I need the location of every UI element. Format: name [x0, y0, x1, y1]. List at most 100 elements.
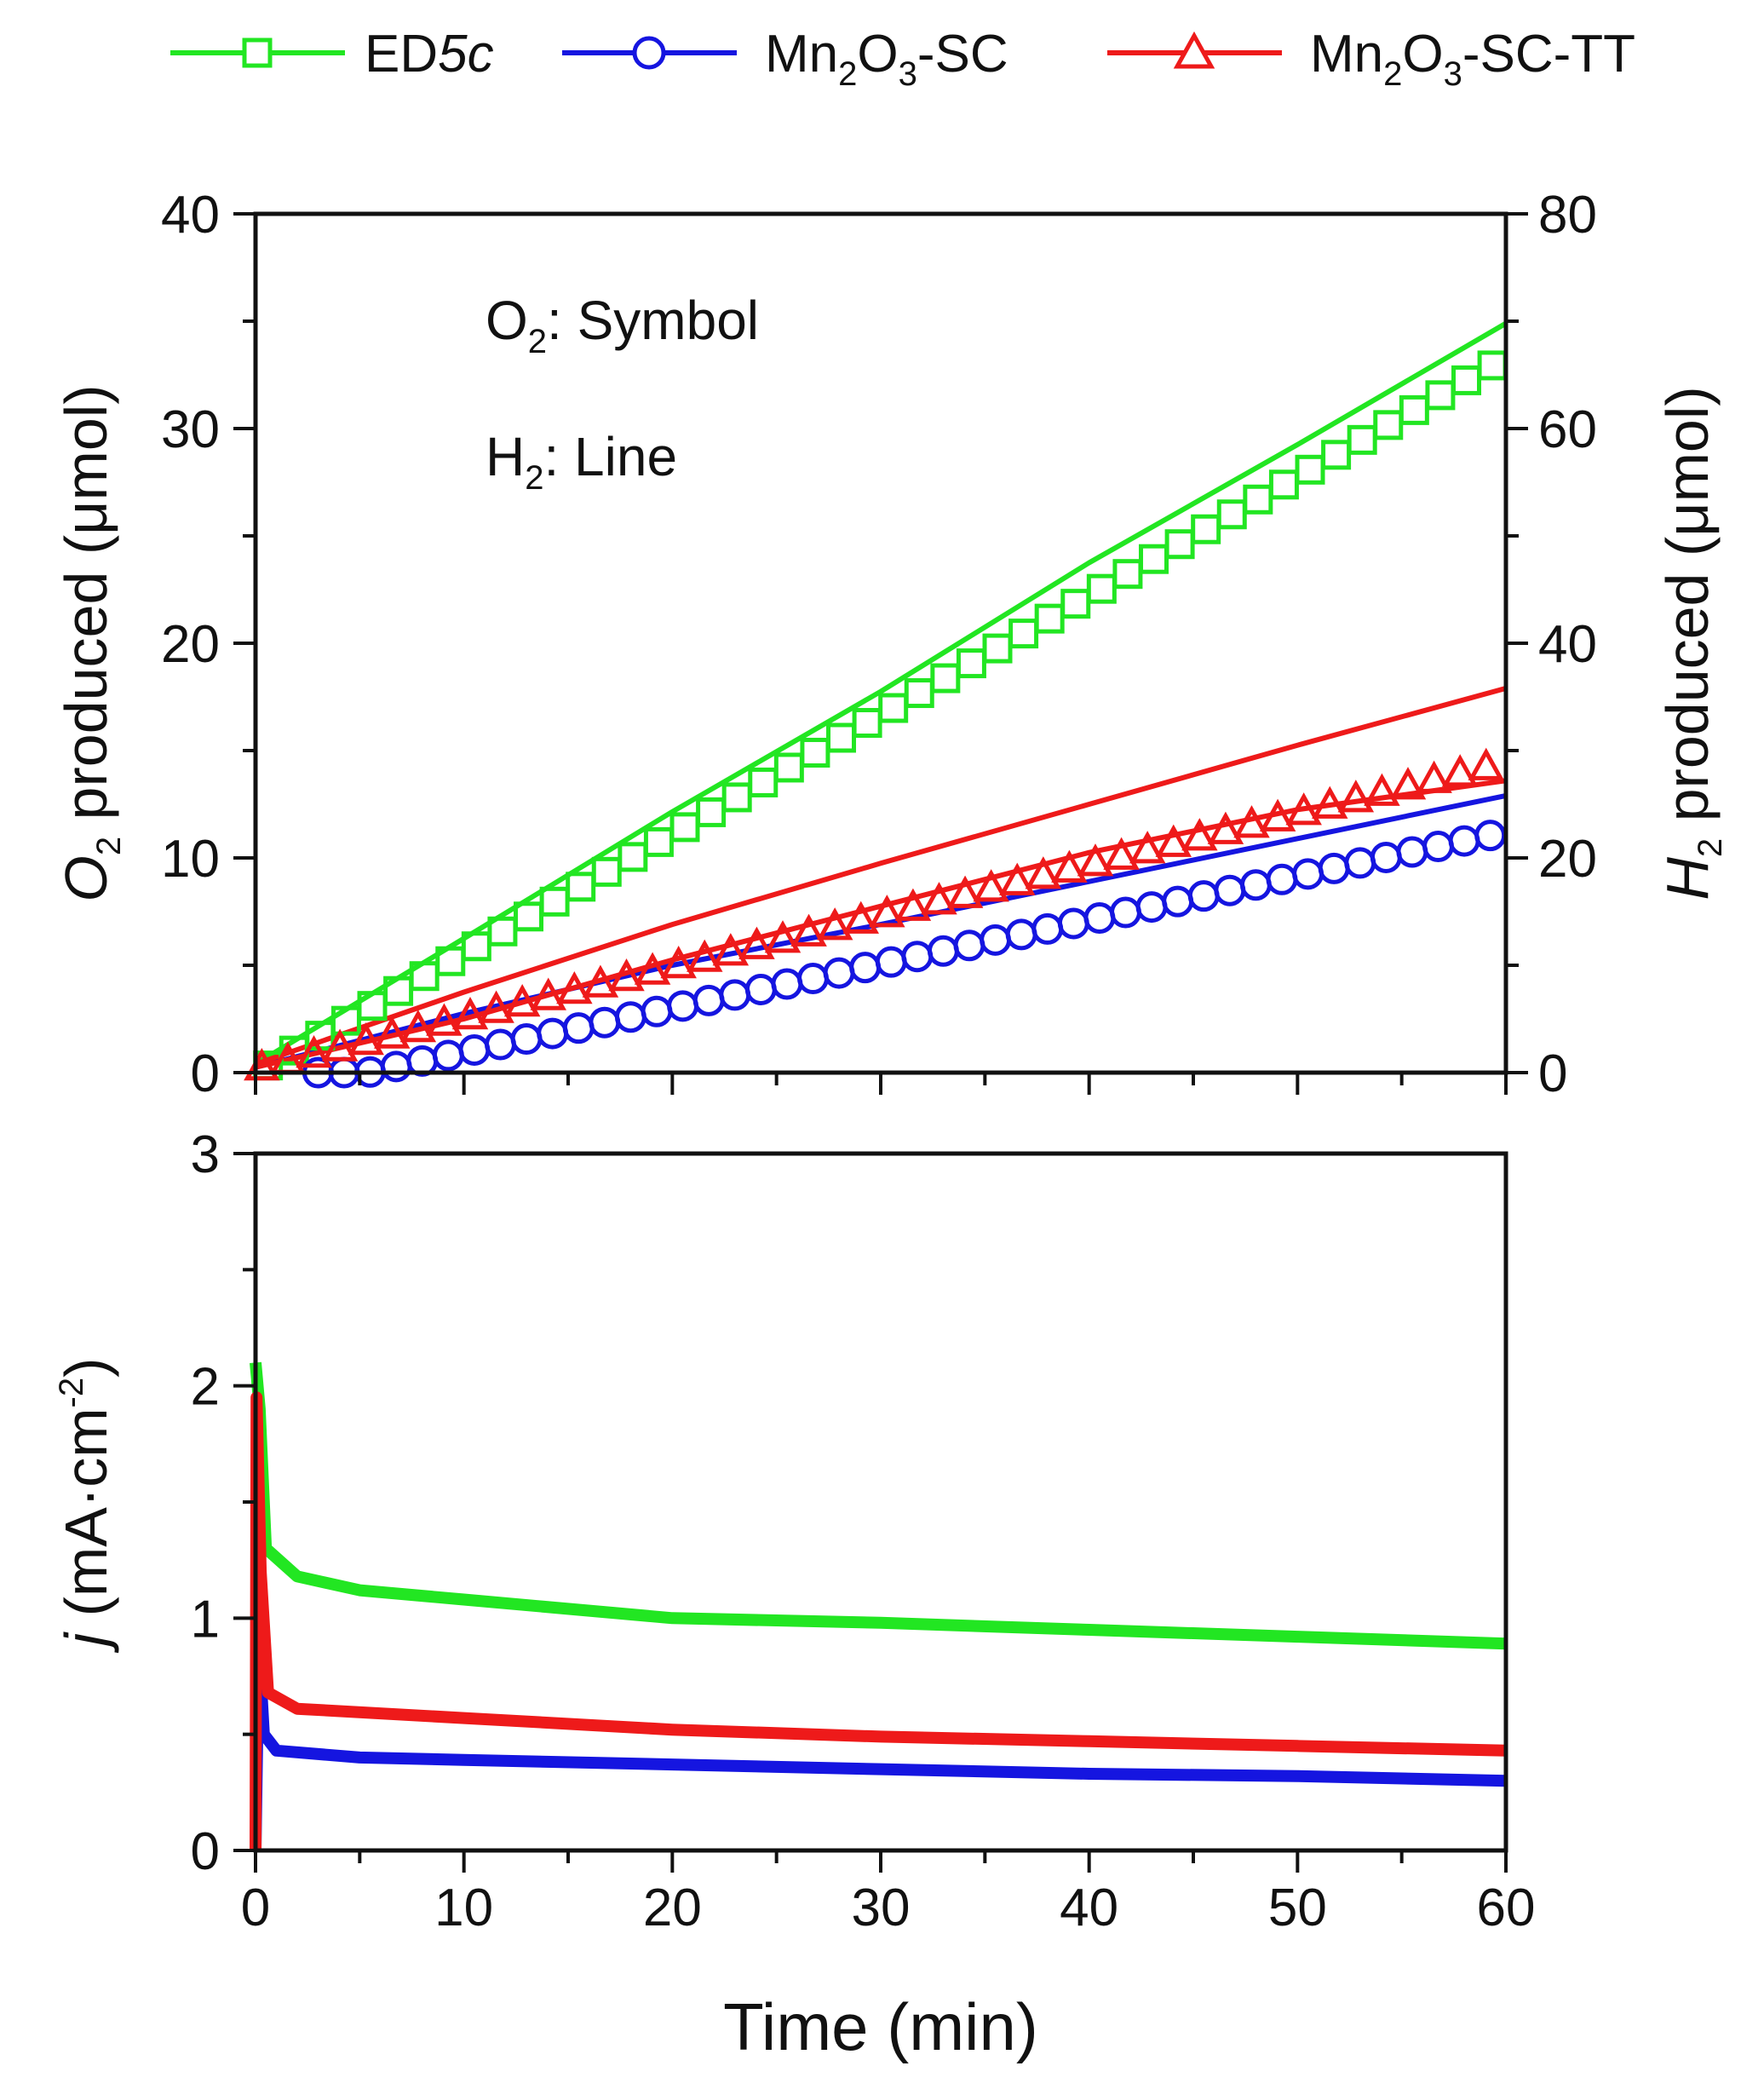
- o2-marker-circle: [1474, 820, 1507, 852]
- o2-marker-triangle: [1155, 824, 1192, 857]
- o2-marker-triangle: [921, 882, 957, 915]
- legend-item: Mn2O3-SC-TT: [1107, 25, 1635, 93]
- bottom-plot-area: [250, 1361, 1507, 1851]
- o2-marker-triangle: [973, 869, 1009, 902]
- o2-marker-circle: [458, 1033, 491, 1066]
- o2-marker-triangle: [1233, 805, 1270, 838]
- o2-marker-triangle: [816, 907, 853, 941]
- o2-marker-square: [748, 767, 779, 797]
- top-y2-tick-label: 60: [1538, 400, 1597, 459]
- o2-marker-triangle: [1181, 818, 1218, 851]
- o2-marker-triangle: [1389, 767, 1427, 800]
- o2-marker-circle: [953, 929, 985, 962]
- o2-marker-square: [1321, 440, 1352, 470]
- o2-marker-circle: [1318, 852, 1350, 884]
- o2-marker-circle: [901, 941, 934, 973]
- legend-item: ED5c: [170, 25, 494, 83]
- o2-marker-circle: [1005, 918, 1037, 951]
- o2-marker-triangle: [842, 901, 880, 934]
- o2-marker-circle: [719, 979, 751, 1011]
- legend-square-marker: [242, 37, 273, 68]
- o2-marker-triangle: [348, 1022, 384, 1056]
- top-plot-frame: [253, 211, 1508, 1075]
- o2-marker-square: [1086, 573, 1117, 604]
- o2-marker-triangle: [999, 862, 1036, 895]
- o2-marker-square: [1034, 603, 1065, 634]
- o2-marker-square: [1295, 454, 1325, 485]
- o2-marker-circle: [614, 1001, 646, 1033]
- note-line: O2: Symbol: [486, 290, 759, 360]
- bottom-y-tick-label: 3: [191, 1125, 220, 1184]
- o2-marker-circle: [1370, 841, 1402, 873]
- legend-note: O2: Symbol H2: Line: [486, 290, 759, 497]
- legend-triangle-marker: [1173, 31, 1215, 69]
- current-line-1: [250, 1635, 1507, 1851]
- x-axis-title: Time (min): [723, 1989, 1038, 2064]
- x-tick-label: 10: [434, 1879, 493, 1937]
- o2-marker-circle: [562, 1012, 595, 1044]
- o2-marker-circle: [744, 973, 777, 1005]
- top-y2-tick-label: 80: [1538, 186, 1597, 245]
- bottom-ticks: 0 10 20 30 40 50 60 0 1 2 3: [191, 1125, 1536, 1937]
- o2-marker-triangle: [426, 1003, 463, 1036]
- o2-marker-triangle: [1468, 747, 1505, 780]
- x-tick-label: 0: [241, 1879, 270, 1937]
- o2-marker-triangle: [399, 1010, 437, 1043]
- o2-marker-triangle: [660, 946, 697, 979]
- o2-marker-triangle: [374, 1016, 411, 1049]
- top-plot-area: [244, 320, 1508, 1089]
- o2-marker-square: [878, 693, 909, 723]
- o2-marker-circle: [380, 1050, 412, 1083]
- o2-marker-circle: [1187, 880, 1220, 912]
- o2-marker-square: [1008, 619, 1039, 649]
- top-y-tick-label: 40: [161, 186, 220, 245]
- o2-marker-circle: [1344, 847, 1376, 879]
- o2-marker-circle: [510, 1023, 543, 1056]
- o2-marker-square: [826, 722, 857, 753]
- o2-marker-triangle: [1025, 856, 1062, 889]
- o2-marker-square: [1191, 514, 1221, 544]
- o2-marker-circle: [692, 984, 725, 1016]
- x-tick-label: 60: [1477, 1879, 1536, 1937]
- o2-marker-square: [1373, 410, 1404, 440]
- top-ticks: 0 10 20 30 40 0 20 40 60 80: [161, 186, 1597, 1103]
- o2-marker-triangle: [1103, 837, 1140, 870]
- o2-marker-triangle: [1337, 780, 1375, 813]
- o2-marker-triangle: [1259, 798, 1296, 832]
- o2-marker-circle: [875, 946, 907, 978]
- o2-marker-square: [1139, 544, 1169, 574]
- x-tick-label: 30: [852, 1879, 911, 1937]
- h2-line-1: [255, 792, 1507, 1070]
- o2-marker-circle: [771, 968, 803, 1000]
- top-y-tick-label: 0: [191, 1044, 220, 1103]
- o2-marker-circle: [537, 1017, 569, 1050]
- o2-marker-triangle: [1312, 786, 1348, 819]
- bottom-y-tick-label: 2: [191, 1358, 220, 1417]
- x-tick-label: 20: [643, 1879, 702, 1937]
- top-y2-tick-label: 20: [1538, 830, 1597, 889]
- o2-marker-circle: [1396, 836, 1428, 868]
- top-y-tick-label: 30: [161, 400, 220, 459]
- o2-marker-square: [773, 752, 804, 783]
- o2-marker-circle: [927, 935, 959, 967]
- o2-marker-circle: [1083, 901, 1116, 934]
- o2-marker-triangle: [790, 913, 827, 947]
- o2-marker-triangle: [738, 926, 775, 959]
- legend-circle-marker: [632, 36, 666, 70]
- o2-marker-square: [696, 797, 727, 827]
- o2-marker-square: [1477, 350, 1508, 381]
- legend-item: Mn2O3-SC: [562, 25, 1008, 93]
- o2-marker-square: [800, 737, 830, 768]
- o2-marker-square: [930, 663, 961, 693]
- o2-marker-triangle: [869, 895, 905, 928]
- o2-marker-triangle: [1416, 760, 1452, 793]
- o2-marker-triangle: [1364, 773, 1400, 806]
- o2-marker-triangle: [582, 964, 619, 998]
- o2-marker-triangle: [556, 971, 593, 1004]
- o2-marker-triangle: [478, 990, 514, 1023]
- o2-marker-triangle: [1077, 843, 1114, 877]
- o2-marker-triangle: [1285, 792, 1322, 826]
- o2-marker-circle: [823, 957, 855, 989]
- top-y2-tick-label: 0: [1538, 1044, 1567, 1103]
- bottom-panel: 0 10 20 30 40 50 60 0 1 2 3 j (mA·cm-2) Time (min): [53, 1125, 1535, 2064]
